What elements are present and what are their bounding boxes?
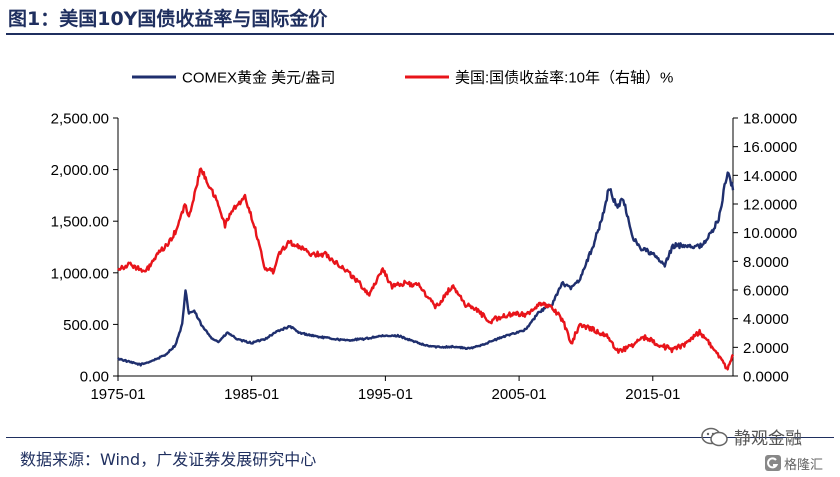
- axes: 0.00 500.00 1,000.00 1,500.00 2,000.00 2,500.…: [51, 111, 798, 404]
- y-right-tick-label: 18.0000: [743, 111, 797, 128]
- series-layer: [117, 167, 735, 371]
- y-left-tick-label: 1,000.00: [51, 265, 109, 282]
- gelonghui-logo-icon: [765, 455, 781, 471]
- y-right-tick-label: 8.0000: [743, 254, 789, 271]
- y-left-tick-label: 2,000.00: [51, 162, 109, 179]
- x-tick-label: 1975-01: [90, 386, 145, 403]
- y-right-tick-label: 6.0000: [743, 283, 789, 300]
- series-line-treasury-yield: [117, 167, 735, 371]
- legend: COMEX黄金 美元/盎司 美国:国债收益率:10年（右轴）%: [132, 70, 673, 87]
- y-left-tick-label: 1,500.00: [51, 214, 109, 231]
- y-right-tick-label: 14.0000: [743, 168, 797, 185]
- y-right-tick-label: 16.0000: [743, 139, 797, 156]
- legend-label: COMEX黄金 美元/盎司: [182, 70, 335, 87]
- watermark-brand: 格隆汇: [784, 458, 824, 473]
- y-left-tick-label: 0.00: [80, 369, 109, 386]
- footer-divider: [6, 437, 834, 438]
- wechat-icon: [701, 427, 728, 447]
- x-tick-label: 2005-01: [492, 386, 547, 403]
- series-line-gold-price: [117, 171, 735, 367]
- legend-label: 美国:国债收益率:10年（右轴）%: [455, 70, 673, 87]
- x-tick-label: 1995-01: [358, 386, 413, 403]
- y-right-tick-label: 2.0000: [743, 340, 789, 357]
- source-note: 数据来源：Wind，广发证券发展研究中心: [20, 450, 317, 469]
- watermark-account: 静观金融: [734, 429, 802, 449]
- y-right-tick-label: 10.0000: [743, 225, 797, 242]
- y-right-tick-label: 0.0000: [743, 369, 789, 386]
- title-divider: [6, 33, 834, 35]
- x-tick-label: 2015-01: [625, 386, 680, 403]
- y-right-tick-label: 4.0000: [743, 311, 789, 328]
- page-title: 图1：美国10Y国债收益率与国际金价: [8, 8, 328, 30]
- y-left-tick-label: 500.00: [63, 317, 109, 334]
- watermark: 静观金融 格隆汇: [698, 424, 838, 476]
- x-tick-label: 1985-01: [224, 386, 279, 403]
- y-left-tick-label: 2,500.00: [51, 111, 109, 128]
- y-right-tick-label: 12.0000: [743, 197, 797, 214]
